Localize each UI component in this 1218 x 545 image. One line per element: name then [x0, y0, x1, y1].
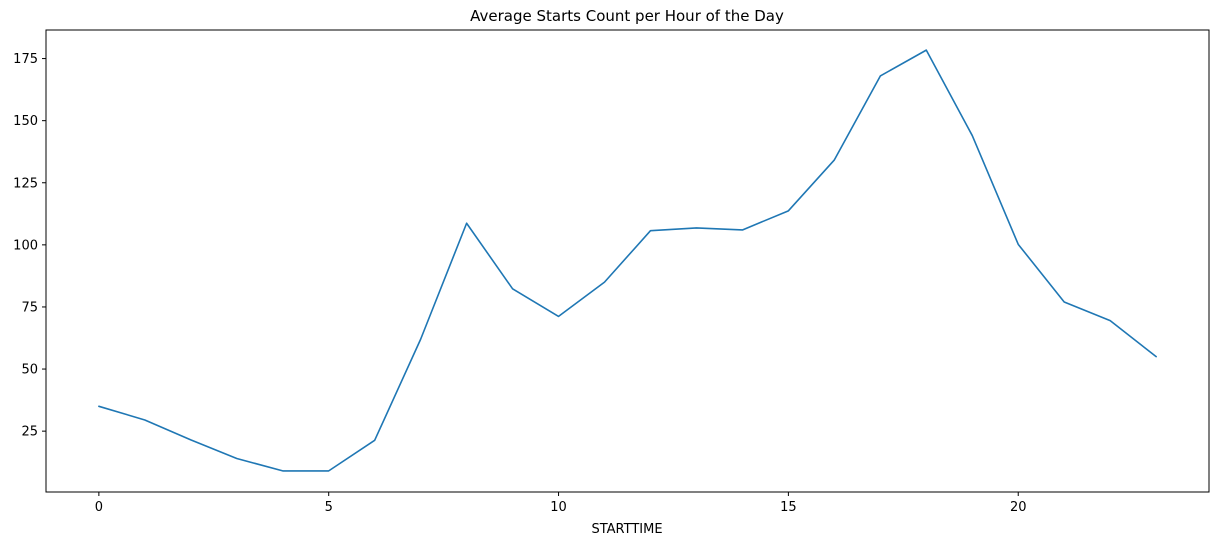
y-tick-label: 150 [13, 114, 38, 129]
y-tick-label: 50 [21, 363, 38, 378]
x-tick-label: 0 [95, 500, 103, 515]
y-axis-ticks: 25 50 75 100 125 150 175 [13, 52, 46, 440]
x-tick-label: 20 [1010, 500, 1027, 515]
chart-title: Average Starts Count per Hour of the Day [470, 7, 784, 25]
y-tick-label: 25 [21, 425, 38, 440]
y-tick-label: 100 [13, 238, 38, 253]
x-tick-label: 5 [325, 500, 333, 515]
x-axis-ticks: 0 5 10 15 20 [95, 492, 1027, 515]
plot-area [98, 49, 1157, 472]
series-line-0 [98, 49, 1157, 472]
x-tick-label: 10 [550, 500, 567, 515]
y-tick-label: 175 [13, 52, 38, 67]
y-tick-label: 75 [21, 300, 38, 315]
x-axis-label: STARTTIME [591, 522, 662, 537]
y-tick-label: 125 [13, 176, 38, 191]
plot-frame [45, 29, 1210, 493]
x-tick-label: 15 [780, 500, 797, 515]
